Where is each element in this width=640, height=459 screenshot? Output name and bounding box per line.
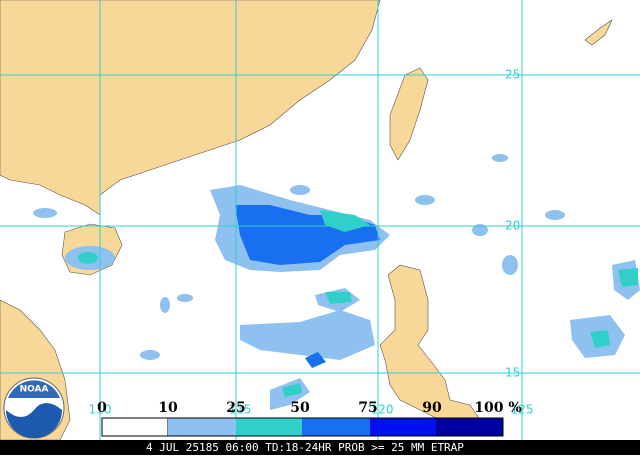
- lat-label: 20: [505, 219, 520, 233]
- lon-label: 125: [511, 403, 534, 417]
- legend-label: 10: [158, 400, 178, 416]
- precipitation: [33, 154, 640, 410]
- logo: NOAA: [3, 377, 65, 439]
- lon-label: 120: [371, 403, 394, 417]
- logo-text: NOAA: [20, 385, 49, 395]
- caption-bar: [0, 440, 640, 455]
- legend-swatch: [370, 418, 436, 436]
- legend-label: 0: [97, 400, 107, 416]
- lon-label: 115: [229, 403, 252, 417]
- legend-swatch: [236, 418, 302, 436]
- legend: 0 10 25 50 75 90 100 %: [97, 400, 522, 437]
- graticule: [0, 0, 640, 440]
- lat-label: 15: [505, 366, 520, 380]
- legend-label: 90: [422, 400, 442, 416]
- legend-label: 100 %: [474, 400, 521, 416]
- legend-frame: [101, 417, 504, 437]
- legend-swatch: [436, 418, 503, 436]
- lat-label: 25: [505, 68, 520, 82]
- legend-swatch: [302, 418, 370, 436]
- lon-label: 110: [89, 403, 112, 417]
- legend-swatch: [101, 417, 169, 437]
- legend-label: 75: [358, 400, 377, 416]
- legend-label: 50: [290, 400, 310, 416]
- caption: 4 JUL 25185 06:00 TD:18-24HR PROB >= 25 …: [146, 441, 464, 454]
- land: [0, 0, 613, 441]
- legend-label: 25: [226, 400, 245, 416]
- legend-swatch: [168, 418, 236, 436]
